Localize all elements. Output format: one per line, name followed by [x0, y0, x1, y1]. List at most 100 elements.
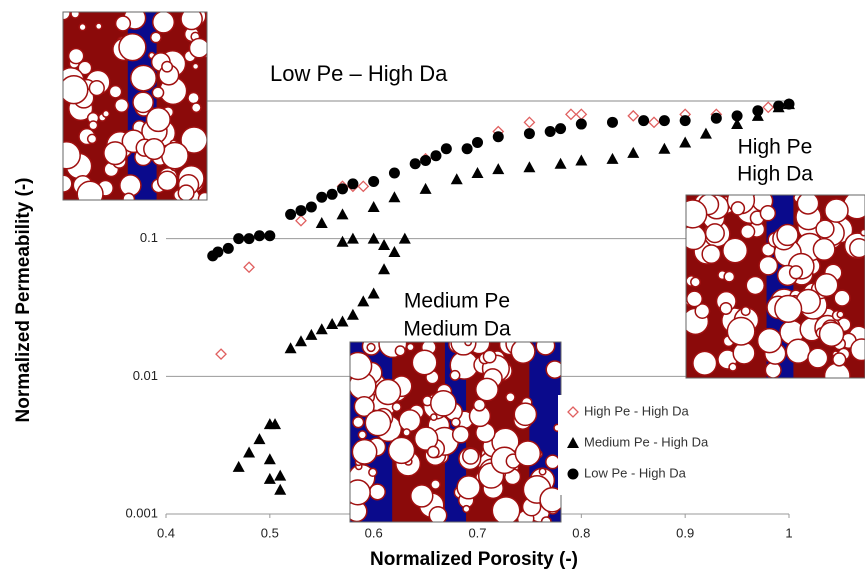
inset-border — [62, 11, 208, 201]
annotation: Medium Da — [403, 318, 511, 341]
inset-image — [349, 341, 562, 523]
grain — [402, 428, 411, 437]
point — [420, 154, 432, 166]
x-tick-label: 0.5 — [261, 525, 279, 540]
grain — [728, 362, 738, 372]
point — [783, 98, 795, 110]
grain — [836, 310, 845, 319]
grain — [538, 467, 547, 476]
grain — [774, 294, 803, 323]
legend-label: High Pe - High Da — [584, 403, 690, 418]
point — [699, 127, 712, 139]
point — [419, 182, 432, 194]
grain — [410, 484, 434, 508]
grain — [719, 301, 733, 315]
grain — [785, 338, 811, 364]
grain — [722, 237, 749, 264]
grain — [151, 86, 165, 100]
point — [388, 191, 401, 203]
grain — [368, 467, 378, 478]
point — [274, 483, 287, 495]
grain — [188, 37, 207, 59]
point — [285, 208, 297, 220]
grain — [94, 22, 103, 31]
point — [555, 123, 567, 135]
point — [295, 205, 307, 217]
point — [284, 342, 297, 354]
point — [233, 233, 245, 245]
grain — [145, 107, 171, 133]
point — [367, 200, 380, 212]
point — [346, 232, 359, 244]
grain — [692, 350, 718, 376]
grain — [180, 126, 207, 154]
point — [212, 246, 224, 258]
grain — [190, 102, 202, 114]
grain — [539, 487, 561, 513]
point — [627, 109, 640, 122]
point — [326, 188, 338, 200]
point — [710, 112, 722, 124]
grain — [491, 496, 521, 522]
point — [367, 232, 380, 244]
grain — [450, 417, 461, 428]
point — [315, 216, 328, 228]
annotation: Medium Pe — [404, 290, 510, 313]
point — [731, 110, 743, 122]
point — [305, 328, 318, 340]
point — [378, 263, 391, 275]
point — [378, 238, 391, 250]
inset-content — [350, 342, 561, 522]
y-tick-label: 0.001 — [125, 505, 158, 520]
grain — [63, 140, 81, 170]
point — [575, 118, 587, 130]
grain — [78, 22, 87, 32]
point — [762, 101, 775, 114]
grain — [103, 141, 128, 166]
grain — [63, 12, 71, 21]
grain — [686, 199, 708, 229]
point — [492, 163, 505, 175]
legend-label: Medium Pe - High Da — [584, 434, 709, 449]
grain — [428, 505, 448, 522]
x-tick-label: 0.6 — [365, 525, 383, 540]
grain — [143, 137, 166, 161]
y-tick-label: 0.1 — [140, 230, 158, 245]
point — [606, 152, 619, 164]
point — [294, 335, 307, 347]
grain — [701, 244, 722, 265]
point — [357, 295, 370, 307]
grain — [391, 401, 402, 413]
inset-content — [686, 195, 865, 378]
grain — [462, 447, 480, 465]
point — [316, 191, 328, 203]
grain — [513, 402, 538, 427]
grain — [815, 219, 835, 239]
grain — [429, 413, 438, 422]
grain — [426, 445, 440, 459]
grain — [776, 223, 799, 247]
x-tick-label: 0.9 — [676, 525, 694, 540]
grain — [745, 275, 766, 296]
grain — [788, 265, 804, 280]
grain — [350, 351, 373, 381]
grain — [462, 504, 471, 514]
grain — [114, 15, 132, 32]
point — [472, 136, 483, 148]
point — [638, 115, 650, 127]
grain — [101, 109, 111, 118]
point — [752, 105, 764, 117]
grain — [387, 436, 416, 465]
point — [263, 453, 276, 465]
annotation: High Da — [737, 163, 813, 186]
point — [243, 233, 255, 245]
point — [440, 143, 452, 155]
grain — [161, 141, 189, 170]
grain — [849, 238, 865, 259]
x-tick-label: 0.7 — [468, 525, 486, 540]
grain — [807, 347, 829, 369]
point — [326, 317, 339, 329]
grain — [726, 316, 756, 346]
grain — [451, 425, 470, 444]
grain — [161, 60, 174, 73]
